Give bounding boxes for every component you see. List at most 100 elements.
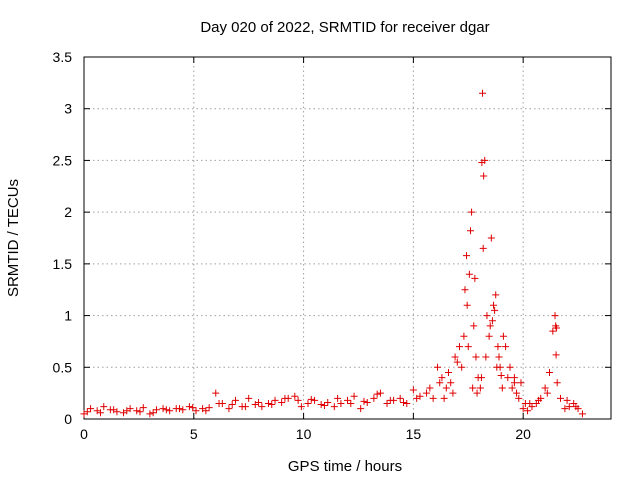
data-point <box>476 384 484 392</box>
data-point <box>546 368 554 376</box>
data-point <box>463 301 471 309</box>
data-point <box>320 402 328 410</box>
data-point <box>133 407 141 415</box>
data-point <box>517 379 525 387</box>
data-point <box>245 394 253 402</box>
data-point <box>478 158 486 166</box>
data-point <box>344 396 351 404</box>
data-point <box>370 394 378 402</box>
data-point <box>396 394 404 402</box>
data-point <box>363 398 371 406</box>
data-point <box>100 403 108 411</box>
data-point <box>463 252 471 260</box>
x-tick-labels: 0 5 10 15 20 <box>80 426 531 442</box>
data-point <box>552 351 560 359</box>
data-point <box>409 386 417 394</box>
data-point <box>506 363 514 371</box>
data-point <box>307 395 315 403</box>
data-point <box>494 343 502 351</box>
y-tick-label: 0.5 <box>53 359 73 375</box>
data-point <box>445 368 453 376</box>
data-point <box>438 374 446 382</box>
data-point <box>334 394 342 402</box>
data-point <box>521 399 529 407</box>
data-point <box>146 410 154 418</box>
data-point <box>483 312 491 320</box>
y-tick-label: 1.5 <box>53 256 73 272</box>
data-point <box>499 332 507 340</box>
data-point <box>202 407 210 415</box>
data-point <box>572 403 580 411</box>
x-tick-label: 20 <box>515 426 531 442</box>
data-point <box>549 327 557 335</box>
data-point <box>464 343 472 351</box>
data-point <box>87 405 95 413</box>
data-point <box>123 407 131 415</box>
data-point <box>96 409 104 417</box>
data-point <box>495 353 503 361</box>
data-point <box>228 401 236 409</box>
data-point <box>376 389 384 397</box>
data-point <box>83 408 91 416</box>
data-point <box>486 322 494 330</box>
data-point <box>192 407 200 415</box>
data-point <box>149 409 157 417</box>
data-point <box>337 399 345 407</box>
data-point <box>185 403 193 411</box>
data-point <box>360 397 368 405</box>
data-point <box>515 394 523 402</box>
data-point <box>473 389 481 397</box>
data-point <box>461 286 469 294</box>
data-point <box>510 374 518 382</box>
data-point <box>565 403 573 411</box>
data-point <box>429 394 437 402</box>
axis-ticks <box>83 56 611 420</box>
y-tick-label: 2 <box>64 204 72 220</box>
data-point <box>479 89 487 97</box>
y-axis-label: SRMTID / TECUs <box>5 179 22 297</box>
data-point <box>498 384 506 392</box>
data-point <box>205 404 213 412</box>
x-axis-label: GPS time / hours <box>288 458 402 475</box>
data-point <box>485 332 493 340</box>
data-point <box>347 399 355 407</box>
data-point <box>136 408 144 416</box>
data-point <box>152 406 160 414</box>
data-point <box>535 396 543 404</box>
data-point <box>524 407 532 415</box>
data-point <box>487 234 495 242</box>
data-point <box>561 405 569 413</box>
y-tick-label: 0 <box>64 411 72 427</box>
data-point <box>553 379 561 387</box>
data-point <box>176 405 184 413</box>
data-point <box>551 312 559 320</box>
data-point <box>297 403 305 411</box>
data-point <box>350 392 358 400</box>
data-points <box>80 89 586 418</box>
data-point <box>162 406 170 414</box>
data-point <box>502 343 510 351</box>
data-point <box>255 398 263 406</box>
data-point <box>281 394 289 402</box>
data-point <box>403 399 411 407</box>
data-point <box>471 274 479 282</box>
data-point <box>493 363 501 371</box>
y-tick-label: 3.5 <box>53 49 73 65</box>
data-point <box>166 407 174 415</box>
data-point <box>324 398 332 406</box>
data-point <box>578 410 586 418</box>
data-point <box>373 390 381 398</box>
data-point <box>268 401 276 409</box>
data-point <box>110 406 118 414</box>
data-point <box>490 301 498 309</box>
data-point <box>278 398 286 406</box>
data-point <box>508 384 516 392</box>
data-point <box>553 324 561 332</box>
data-point <box>513 389 521 397</box>
data-point <box>434 363 442 371</box>
data-point <box>543 389 551 397</box>
data-point <box>179 406 187 414</box>
data-point <box>469 384 477 392</box>
data-point <box>449 389 457 397</box>
data-point <box>477 374 485 382</box>
